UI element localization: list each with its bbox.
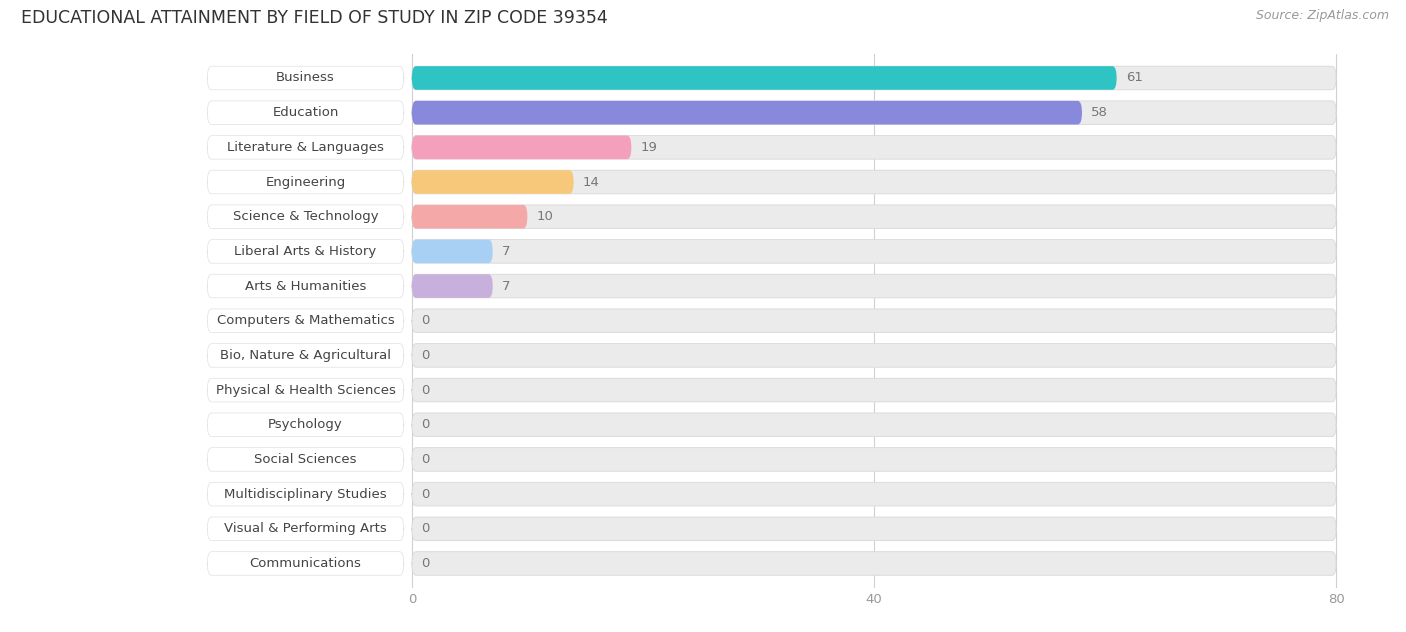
Text: EDUCATIONAL ATTAINMENT BY FIELD OF STUDY IN ZIP CODE 39354: EDUCATIONAL ATTAINMENT BY FIELD OF STUDY… <box>21 9 607 27</box>
Text: Science & Technology: Science & Technology <box>233 210 378 223</box>
FancyBboxPatch shape <box>412 379 1336 402</box>
Text: Education: Education <box>273 106 339 119</box>
Text: 0: 0 <box>420 557 429 570</box>
Text: Source: ZipAtlas.com: Source: ZipAtlas.com <box>1256 9 1389 23</box>
FancyBboxPatch shape <box>412 101 1083 125</box>
FancyBboxPatch shape <box>412 517 1336 540</box>
FancyBboxPatch shape <box>412 135 1336 159</box>
FancyBboxPatch shape <box>207 517 404 540</box>
FancyBboxPatch shape <box>207 413 404 437</box>
FancyBboxPatch shape <box>412 170 574 194</box>
FancyBboxPatch shape <box>412 344 1336 367</box>
Text: 0: 0 <box>420 488 429 501</box>
FancyBboxPatch shape <box>412 309 1336 332</box>
FancyBboxPatch shape <box>412 66 1336 90</box>
Text: Bio, Nature & Agricultural: Bio, Nature & Agricultural <box>221 349 391 362</box>
Text: 61: 61 <box>1126 71 1143 85</box>
FancyBboxPatch shape <box>412 66 1116 90</box>
FancyBboxPatch shape <box>412 413 1336 437</box>
FancyBboxPatch shape <box>207 240 404 263</box>
Text: Liberal Arts & History: Liberal Arts & History <box>235 245 377 258</box>
FancyBboxPatch shape <box>207 482 404 506</box>
FancyBboxPatch shape <box>207 66 404 90</box>
Text: 0: 0 <box>420 384 429 397</box>
Text: 0: 0 <box>420 453 429 466</box>
Text: Social Sciences: Social Sciences <box>254 453 357 466</box>
Text: 0: 0 <box>420 418 429 431</box>
Text: Communications: Communications <box>250 557 361 570</box>
FancyBboxPatch shape <box>412 240 1336 263</box>
Text: 19: 19 <box>641 141 658 154</box>
FancyBboxPatch shape <box>207 205 404 229</box>
FancyBboxPatch shape <box>412 170 1336 194</box>
FancyBboxPatch shape <box>207 101 404 125</box>
FancyBboxPatch shape <box>412 552 1336 575</box>
Text: 10: 10 <box>537 210 554 223</box>
FancyBboxPatch shape <box>412 205 527 229</box>
Text: 7: 7 <box>502 279 510 293</box>
Text: 7: 7 <box>502 245 510 258</box>
FancyBboxPatch shape <box>207 447 404 471</box>
FancyBboxPatch shape <box>207 274 404 298</box>
Text: Physical & Health Sciences: Physical & Health Sciences <box>215 384 395 397</box>
FancyBboxPatch shape <box>412 240 492 263</box>
FancyBboxPatch shape <box>207 379 404 402</box>
FancyBboxPatch shape <box>412 274 492 298</box>
FancyBboxPatch shape <box>207 135 404 159</box>
FancyBboxPatch shape <box>207 170 404 194</box>
Text: 58: 58 <box>1091 106 1108 119</box>
FancyBboxPatch shape <box>207 552 404 575</box>
FancyBboxPatch shape <box>412 482 1336 506</box>
Text: Arts & Humanities: Arts & Humanities <box>245 279 366 293</box>
Text: 0: 0 <box>420 522 429 535</box>
Text: Computers & Mathematics: Computers & Mathematics <box>217 314 395 327</box>
Text: Engineering: Engineering <box>266 176 346 188</box>
FancyBboxPatch shape <box>207 344 404 367</box>
Text: Visual & Performing Arts: Visual & Performing Arts <box>224 522 387 535</box>
FancyBboxPatch shape <box>412 205 1336 229</box>
Text: Multidisciplinary Studies: Multidisciplinary Studies <box>224 488 387 501</box>
Text: Business: Business <box>276 71 335 85</box>
Text: 14: 14 <box>583 176 600 188</box>
FancyBboxPatch shape <box>412 447 1336 471</box>
FancyBboxPatch shape <box>412 101 1336 125</box>
FancyBboxPatch shape <box>207 309 404 332</box>
FancyBboxPatch shape <box>412 274 1336 298</box>
Text: Psychology: Psychology <box>269 418 343 431</box>
Text: 0: 0 <box>420 349 429 362</box>
Text: 0: 0 <box>420 314 429 327</box>
FancyBboxPatch shape <box>412 135 631 159</box>
Text: Literature & Languages: Literature & Languages <box>228 141 384 154</box>
